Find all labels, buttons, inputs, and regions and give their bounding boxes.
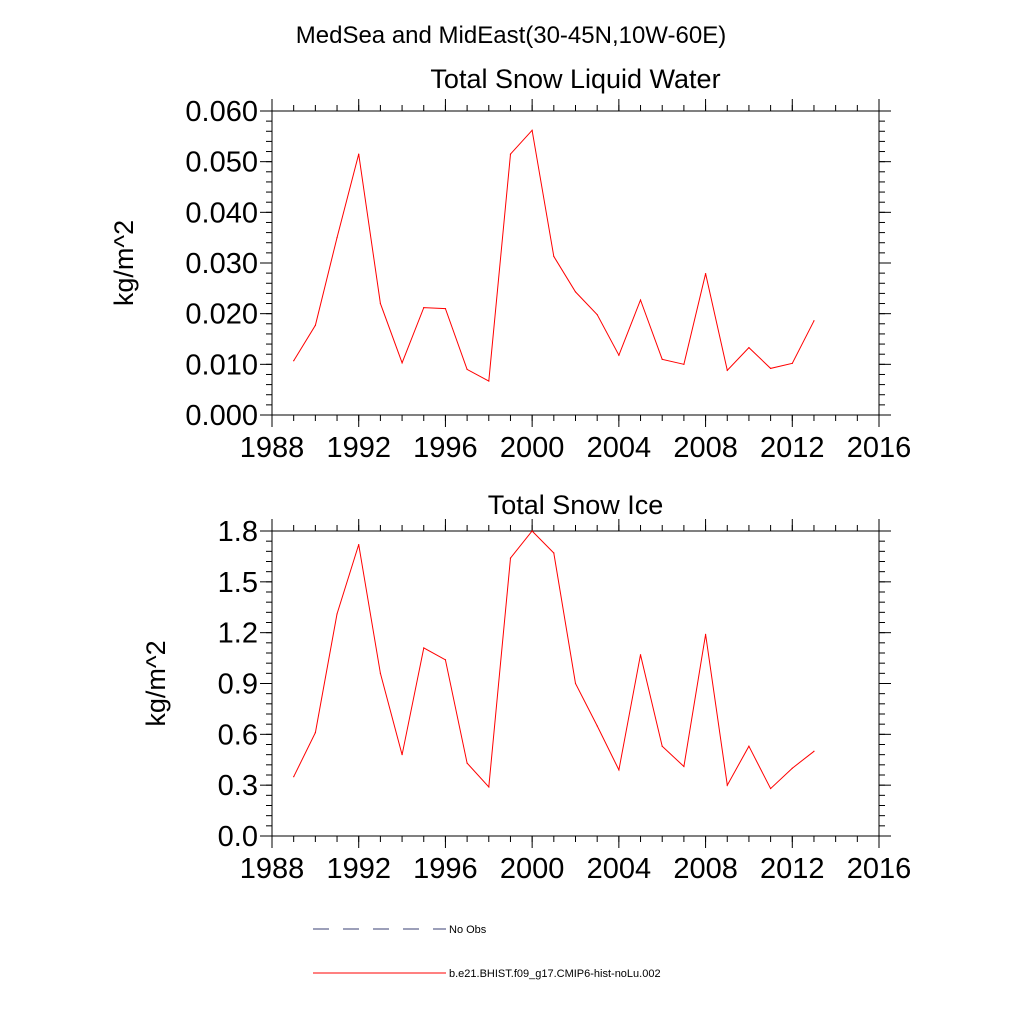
figure-main-title: MedSea and MidEast(30-45N,10W-60E)	[296, 22, 726, 49]
data-point	[401, 754, 403, 756]
y-tick-label: 0.010	[185, 349, 258, 381]
x-tick-label: 2016	[847, 853, 912, 885]
x-tick-label: 2000	[500, 853, 565, 885]
y-tick-label: 0.040	[185, 197, 258, 229]
x-tick-label: 1996	[413, 853, 478, 885]
x-tick-label: 1988	[240, 853, 305, 885]
data-point	[726, 784, 728, 786]
data-point	[358, 153, 360, 155]
data-point	[704, 633, 707, 635]
data-point	[423, 306, 425, 309]
y-tick-label: 0.020	[185, 299, 258, 331]
x-tick-label: 1988	[240, 432, 305, 464]
data-point	[488, 786, 490, 788]
y-axis-label: kg/m^2	[109, 220, 139, 306]
data-point	[466, 368, 468, 370]
legend-label-model-run: b.e21.BHIST.f09_g17.CMIP6-hist-noLu.002	[449, 968, 661, 980]
series-line	[293, 129, 815, 382]
data-point	[748, 347, 750, 349]
data-point	[509, 557, 512, 559]
y-axis-label: kg/m^2	[141, 640, 171, 726]
data-point	[704, 273, 707, 275]
panel-snow-liquid-water: Total Snow Liquid Water kg/m^2 0.000 0.010 0…	[109, 64, 911, 464]
data-point	[401, 362, 403, 364]
data-point	[336, 613, 338, 615]
x-tick-label: 2012	[760, 853, 825, 885]
x-tick-label: 2008	[673, 432, 738, 464]
y-tick-label: 0.030	[185, 248, 258, 280]
x-tick-label: 1992	[326, 432, 391, 464]
panel-snow-ice: Total Snow Ice kg/m^2 0.0 0.3 0.6 0.9 1.2 1.5 1.…	[141, 490, 911, 885]
data-point	[639, 299, 642, 301]
y-tick-label: 1.2	[218, 618, 258, 650]
data-point	[574, 291, 577, 293]
x-tick-label: 2004	[587, 432, 652, 464]
y-tick-label: 0.060	[185, 96, 258, 128]
y-tick-label: 1.8	[218, 516, 258, 548]
x-tick-label: 2000	[500, 432, 565, 464]
y-tick-label: 0.6	[218, 719, 258, 751]
data-point	[661, 358, 663, 360]
data-point	[488, 380, 490, 382]
data-point	[314, 732, 316, 734]
y-tick-label: 0.050	[185, 147, 258, 179]
data-point	[423, 647, 425, 649]
data-point	[618, 354, 620, 356]
legend-label-no-obs: No Obs	[449, 924, 487, 936]
data-point	[379, 672, 381, 674]
data-point	[509, 153, 512, 155]
data-point	[379, 302, 381, 305]
y-tick-label: 0.000	[185, 400, 258, 432]
data-point	[293, 360, 295, 362]
data-point	[661, 745, 663, 747]
x-tick-label: 1996	[413, 432, 478, 464]
chart-title: Total Snow Liquid Water	[430, 64, 720, 94]
chart-title: Total Snow Ice	[488, 490, 664, 520]
data-point	[683, 363, 685, 365]
data-point	[444, 659, 447, 661]
data-point	[683, 765, 685, 768]
plot-frame	[271, 110, 880, 416]
data-point	[726, 369, 728, 372]
y-tick-label: 0.0	[218, 821, 258, 853]
y-tick-label: 0.3	[218, 770, 258, 802]
data-point	[791, 767, 793, 769]
y-tick-label: 0.9	[218, 669, 258, 701]
x-tick-label: 2016	[847, 432, 912, 464]
data-point	[466, 762, 468, 764]
data-point	[553, 552, 555, 554]
data-point	[531, 129, 533, 131]
data-point	[553, 255, 555, 258]
data-point	[770, 787, 772, 790]
x-tick-label: 2012	[760, 432, 825, 464]
data-point	[444, 308, 447, 310]
x-tick-label: 2004	[587, 853, 652, 885]
data-point	[314, 324, 316, 326]
data-point	[293, 776, 295, 778]
data-point	[618, 769, 620, 771]
data-point	[770, 367, 772, 369]
data-point	[748, 745, 750, 747]
legend-item-no-obs: No Obs	[313, 924, 487, 936]
data-point	[813, 320, 815, 322]
data-point	[596, 314, 598, 316]
data-point	[358, 543, 360, 546]
legend: No Obs b.e21.BHIST.f09_g17.CMIP6-hist-no…	[313, 924, 661, 980]
data-point	[791, 362, 793, 364]
y-tick-label: 1.5	[218, 567, 258, 599]
data-point	[574, 682, 577, 685]
legend-item-model-run: b.e21.BHIST.f09_g17.CMIP6-hist-noLu.002	[313, 968, 661, 980]
data-point	[531, 530, 533, 532]
data-point	[596, 725, 598, 727]
data-point	[336, 237, 338, 239]
x-tick-label: 1992	[326, 853, 391, 885]
series-line	[293, 530, 815, 790]
data-point	[639, 654, 642, 656]
data-point	[813, 750, 815, 752]
x-tick-label: 2008	[673, 853, 738, 885]
